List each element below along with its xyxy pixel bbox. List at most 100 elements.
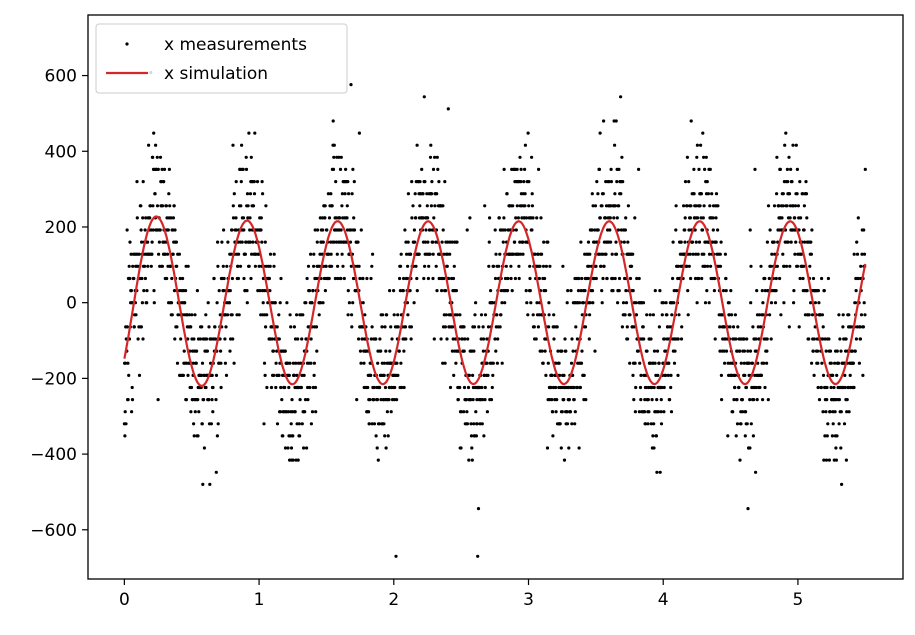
measurement-point <box>592 240 597 244</box>
measurement-point <box>198 337 202 341</box>
measurement-point <box>747 361 752 365</box>
measurement-point <box>211 410 215 414</box>
measurement-point <box>837 398 842 402</box>
measurement-point <box>406 264 410 268</box>
measurement-point <box>383 325 387 329</box>
measurement-point <box>626 204 631 208</box>
measurement-point <box>143 276 147 281</box>
measurement-point <box>727 313 732 317</box>
measurement-point <box>493 228 497 232</box>
measurement-point <box>244 155 248 159</box>
measurement-point <box>216 422 220 426</box>
measurement-point <box>802 264 806 268</box>
measurement-point <box>601 252 605 256</box>
measurement-point <box>349 83 353 87</box>
measurement-point <box>496 337 500 341</box>
measurement-point <box>288 361 292 365</box>
measurement-point <box>530 204 535 208</box>
measurement-point <box>405 252 409 256</box>
measurement-point <box>234 228 239 232</box>
measurement-point <box>357 264 361 268</box>
measurement-point <box>654 434 659 438</box>
measurement-point <box>581 301 586 305</box>
measurement-point <box>481 349 485 353</box>
measurement-point <box>382 361 387 365</box>
measurement-point <box>392 398 396 402</box>
measurement-point <box>659 422 664 426</box>
measurement-point <box>169 301 174 305</box>
measurement-point <box>269 385 274 390</box>
measurement-point <box>135 216 139 220</box>
measurement-point <box>617 289 621 293</box>
legend: x measurements x simulation <box>95 23 348 94</box>
measurement-point <box>409 337 413 341</box>
measurement-point <box>306 264 311 268</box>
measurement-point <box>526 131 530 135</box>
measurement-point <box>757 313 762 317</box>
measurement-point <box>491 373 495 377</box>
measurement-point <box>666 325 670 329</box>
measurement-point <box>544 373 548 377</box>
measurement-point <box>754 337 758 341</box>
measurement-point <box>802 204 807 208</box>
measurement-point <box>660 385 664 390</box>
measurement-point <box>598 131 602 135</box>
measurement-point <box>421 216 425 220</box>
measurement-point <box>381 313 385 317</box>
measurement-point <box>631 289 635 293</box>
measurement-point <box>535 216 539 220</box>
measurement-point <box>578 385 583 390</box>
measurement-point <box>257 264 261 268</box>
measurement-point <box>378 337 382 341</box>
measurement-point <box>517 276 521 281</box>
measurement-point <box>723 361 727 365</box>
measurement-point <box>154 143 158 147</box>
measurement-point <box>144 216 148 220</box>
measurement-point <box>650 398 654 402</box>
measurement-point <box>406 313 410 317</box>
measurement-point <box>847 313 851 317</box>
measurement-point <box>754 470 758 474</box>
measurement-point <box>311 289 315 293</box>
measurement-point <box>502 216 506 220</box>
measurement-point <box>821 325 825 329</box>
measurement-point <box>572 385 576 390</box>
measurement-point <box>604 180 608 184</box>
measurement-point <box>424 228 428 232</box>
measurement-point <box>462 385 467 390</box>
measurement-point <box>291 434 295 438</box>
measurement-point <box>385 410 389 414</box>
measurement-point <box>533 252 537 256</box>
measurement-point <box>155 204 160 208</box>
measurement-point <box>289 325 293 329</box>
measurement-point <box>813 301 818 305</box>
y-tick-label: 400 <box>45 142 77 162</box>
measurement-point <box>327 252 331 256</box>
measurement-point <box>175 325 179 329</box>
measurement-point <box>129 252 133 256</box>
measurement-point <box>337 155 341 159</box>
measurement-point <box>375 446 379 450</box>
measurement-point <box>389 410 393 414</box>
measurement-point <box>200 325 204 329</box>
measurement-point <box>292 373 296 377</box>
measurement-point <box>680 325 684 329</box>
measurement-point <box>811 276 816 281</box>
measurement-point <box>530 155 534 159</box>
measurement-point <box>685 155 690 159</box>
measurement-point <box>451 276 456 281</box>
measurement-point <box>242 276 246 281</box>
measurement-point <box>287 373 291 377</box>
measurement-point <box>422 95 426 99</box>
measurement-point <box>494 252 498 256</box>
measurement-point <box>778 276 782 281</box>
measurement-point <box>389 325 393 329</box>
measurement-point <box>535 301 539 305</box>
measurement-point <box>293 410 297 414</box>
measurement-point <box>471 373 475 377</box>
measurement-point <box>644 422 648 426</box>
measurement-point <box>352 216 356 220</box>
measurement-point <box>251 204 256 208</box>
measurement-point <box>379 349 383 353</box>
measurement-point <box>600 301 604 305</box>
